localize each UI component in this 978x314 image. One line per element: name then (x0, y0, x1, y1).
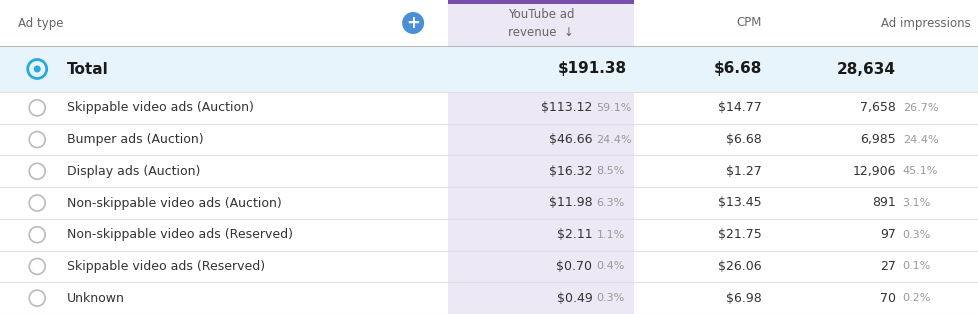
Text: 27: 27 (879, 260, 895, 273)
Text: 0.3%: 0.3% (902, 230, 930, 240)
Text: 97: 97 (879, 228, 895, 241)
Text: Skippable video ads (Reserved): Skippable video ads (Reserved) (67, 260, 264, 273)
Bar (448, 0, 634, 4)
Text: 6.3%: 6.3% (596, 198, 624, 208)
Text: Total: Total (67, 62, 109, 77)
Text: $13.45: $13.45 (717, 197, 761, 209)
Text: 6,985: 6,985 (859, 133, 895, 146)
Text: 0.3%: 0.3% (596, 293, 624, 303)
Text: 0.4%: 0.4% (596, 262, 624, 271)
Text: 7,658: 7,658 (859, 101, 895, 114)
Text: 891: 891 (871, 197, 895, 209)
Text: 45.1%: 45.1% (902, 166, 937, 176)
Text: YouTube ad
revenue  ↓: YouTube ad revenue ↓ (508, 8, 574, 39)
Text: 26.7%: 26.7% (902, 103, 937, 113)
Text: 0.1%: 0.1% (902, 262, 930, 271)
Bar (0, 46, 978, 92)
Text: Display ads (Auction): Display ads (Auction) (67, 165, 200, 178)
Text: $2.11: $2.11 (556, 228, 592, 241)
Text: $0.49: $0.49 (556, 292, 592, 305)
Text: +: + (406, 14, 420, 32)
Text: 24.4%: 24.4% (902, 135, 937, 144)
Text: 0.2%: 0.2% (902, 293, 930, 303)
Text: $0.70: $0.70 (556, 260, 592, 273)
Text: $6.68: $6.68 (725, 133, 761, 146)
Text: $1.27: $1.27 (725, 165, 761, 178)
Text: 8.5%: 8.5% (596, 166, 624, 176)
Text: 70: 70 (879, 292, 895, 305)
Text: $11.98: $11.98 (549, 197, 592, 209)
Text: Non-skippable video ads (Reserved): Non-skippable video ads (Reserved) (67, 228, 292, 241)
Bar (448, 0, 634, 314)
Text: 59.1%: 59.1% (596, 103, 631, 113)
Text: $6.98: $6.98 (725, 292, 761, 305)
Text: 24.4%: 24.4% (596, 135, 632, 144)
Text: $21.75: $21.75 (717, 228, 761, 241)
Text: 28,634: 28,634 (836, 62, 895, 77)
Text: $16.32: $16.32 (549, 165, 592, 178)
Text: $6.68: $6.68 (713, 62, 761, 77)
Text: 1.1%: 1.1% (596, 230, 624, 240)
Text: CPM: CPM (735, 17, 761, 30)
Text: 12,906: 12,906 (852, 165, 895, 178)
Text: $26.06: $26.06 (717, 260, 761, 273)
Text: Skippable video ads (Auction): Skippable video ads (Auction) (67, 101, 253, 114)
Circle shape (402, 12, 423, 34)
Text: $46.66: $46.66 (549, 133, 592, 146)
Text: 3.1%: 3.1% (902, 198, 930, 208)
Text: $113.12: $113.12 (541, 101, 592, 114)
Text: Bumper ads (Auction): Bumper ads (Auction) (67, 133, 203, 146)
Text: Non-skippable video ads (Auction): Non-skippable video ads (Auction) (67, 197, 281, 209)
Text: Ad impressions: Ad impressions (880, 17, 970, 30)
Text: Unknown: Unknown (67, 292, 124, 305)
Text: $14.77: $14.77 (717, 101, 761, 114)
Text: Ad type: Ad type (18, 17, 63, 30)
Circle shape (33, 66, 41, 73)
Text: $191.38: $191.38 (556, 62, 626, 77)
